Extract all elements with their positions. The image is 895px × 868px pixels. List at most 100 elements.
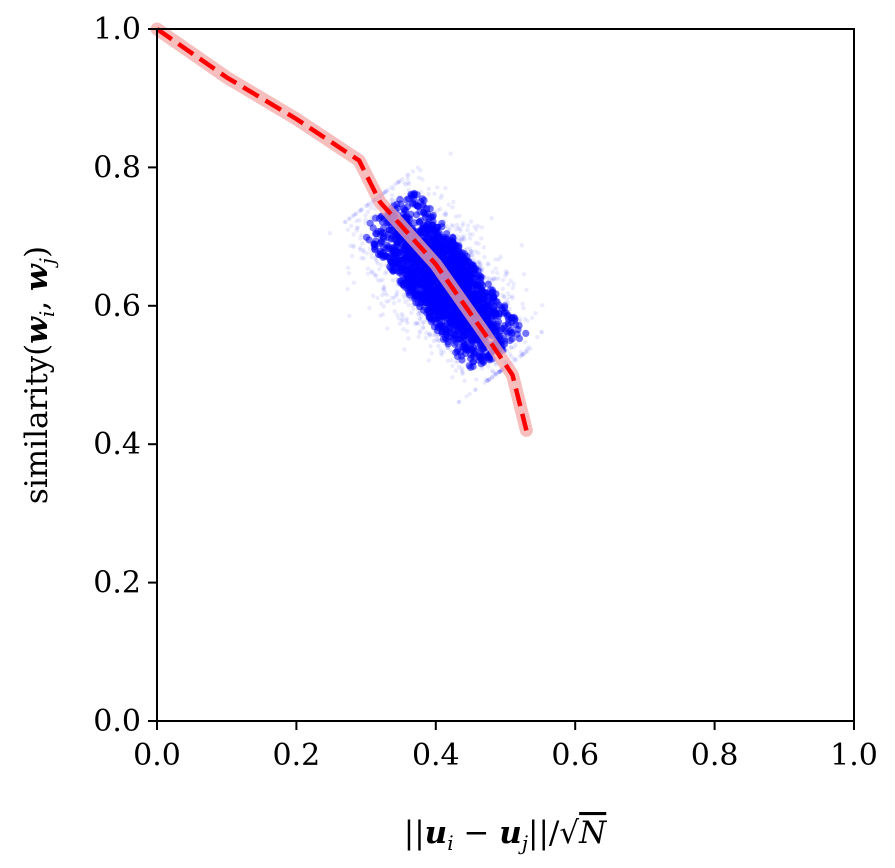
- scatter-point: [404, 286, 412, 294]
- scatter-point: [430, 326, 436, 331]
- scatter-point: [492, 310, 500, 318]
- scatter-point: [468, 219, 474, 224]
- scatter-point: [438, 347, 443, 352]
- scatter-point: [386, 298, 391, 304]
- scatter-point: [362, 233, 371, 241]
- scatter-point: [420, 177, 425, 182]
- scatter-point: [489, 368, 495, 373]
- scatter-point: [373, 257, 378, 262]
- scatter-point: [406, 336, 411, 341]
- scatter-point: [539, 330, 545, 335]
- scatter-point: [443, 212, 449, 217]
- scatter-point: [385, 226, 393, 234]
- scatter-point: [403, 182, 409, 187]
- scatter-point: [456, 364, 462, 370]
- scatter-point: [484, 280, 492, 288]
- scatter-point: [425, 273, 433, 281]
- scatter-point: [447, 227, 453, 232]
- scatter-point: [414, 320, 420, 326]
- scatter-point: [381, 285, 387, 290]
- scatter-point: [510, 285, 516, 290]
- scatter-point: [484, 276, 490, 281]
- scatter-point: [514, 325, 522, 334]
- scatter-point: [403, 196, 411, 204]
- scatter-point: [456, 399, 462, 405]
- scatter-point: [444, 224, 449, 229]
- scatter-point: [423, 335, 429, 341]
- scatter-point: [524, 287, 529, 292]
- scatter-point: [459, 237, 465, 242]
- scatter-point: [361, 247, 366, 253]
- scatter-point: [391, 300, 397, 306]
- scatter-point: [466, 290, 474, 298]
- scatter-point: [476, 250, 481, 256]
- scatter-point: [490, 323, 498, 331]
- scatter-point: [461, 233, 467, 239]
- scatter-point: [409, 199, 417, 207]
- scatter-point: [420, 209, 428, 217]
- scatter-point: [414, 320, 419, 326]
- scatter-point: [366, 202, 371, 207]
- scatter-point: [421, 326, 426, 331]
- scatter-point: [449, 358, 454, 363]
- scatter-point: [416, 321, 421, 327]
- scatter-point: [390, 200, 395, 206]
- scatter-point: [347, 313, 352, 318]
- scatter-point: [400, 246, 408, 254]
- scatter-point: [457, 226, 463, 232]
- x-label-part-1: u: [425, 815, 448, 851]
- scatter-point: [377, 266, 382, 272]
- scatter-point: [450, 375, 455, 380]
- scatter-point: [432, 226, 440, 234]
- scatter-point: [436, 337, 441, 343]
- scatter-point: [442, 218, 447, 224]
- scatter-point: [457, 241, 463, 246]
- scatter-point: [500, 277, 506, 283]
- scatter-point: [404, 293, 410, 298]
- scatter-point: [426, 191, 431, 197]
- scatter-point: [420, 324, 426, 330]
- scatter-point: [495, 301, 503, 309]
- scatter-point: [380, 277, 385, 282]
- scatter-point: [509, 354, 514, 359]
- scatter-point: [439, 304, 448, 312]
- scatter-point: [369, 250, 374, 256]
- scatter-point: [417, 328, 423, 333]
- scatter-point: [368, 206, 373, 211]
- scatter-point: [491, 373, 496, 379]
- scatter-point: [406, 297, 411, 302]
- scatter-point: [435, 185, 440, 190]
- scatter-point: [436, 338, 441, 344]
- scatter-point: [440, 235, 448, 243]
- scatter-point: [508, 345, 514, 350]
- scatter-point: [462, 256, 470, 264]
- y-label-part-6: ): [19, 246, 55, 258]
- scatter-point: [438, 350, 444, 356]
- scatter-point: [439, 220, 445, 226]
- scatter-point: [448, 302, 456, 311]
- scatter-point: [467, 246, 473, 251]
- scatter-point: [471, 257, 476, 263]
- scatter-point: [486, 261, 491, 266]
- scatter-point: [367, 305, 372, 311]
- scatter-point: [507, 351, 512, 357]
- scatter-point: [389, 267, 397, 275]
- scatter-point: [451, 331, 459, 339]
- scatter-point: [424, 330, 429, 335]
- scatter-point: [381, 304, 386, 309]
- scatter-point: [462, 237, 467, 242]
- scatter-point: [348, 243, 353, 248]
- scatter-point: [409, 310, 414, 316]
- scatter-point: [519, 243, 524, 248]
- scatter-point: [454, 352, 462, 360]
- scatter-point: [403, 299, 408, 305]
- scatter-point: [374, 259, 379, 264]
- scatter-point: [445, 345, 450, 350]
- scatter-point: [349, 223, 354, 229]
- scatter-point: [460, 368, 465, 373]
- scatter-point: [411, 259, 419, 267]
- scatter-point: [456, 225, 461, 231]
- scatter-point: [523, 339, 528, 345]
- scatter-point: [453, 359, 459, 365]
- scatter-point: [496, 370, 501, 375]
